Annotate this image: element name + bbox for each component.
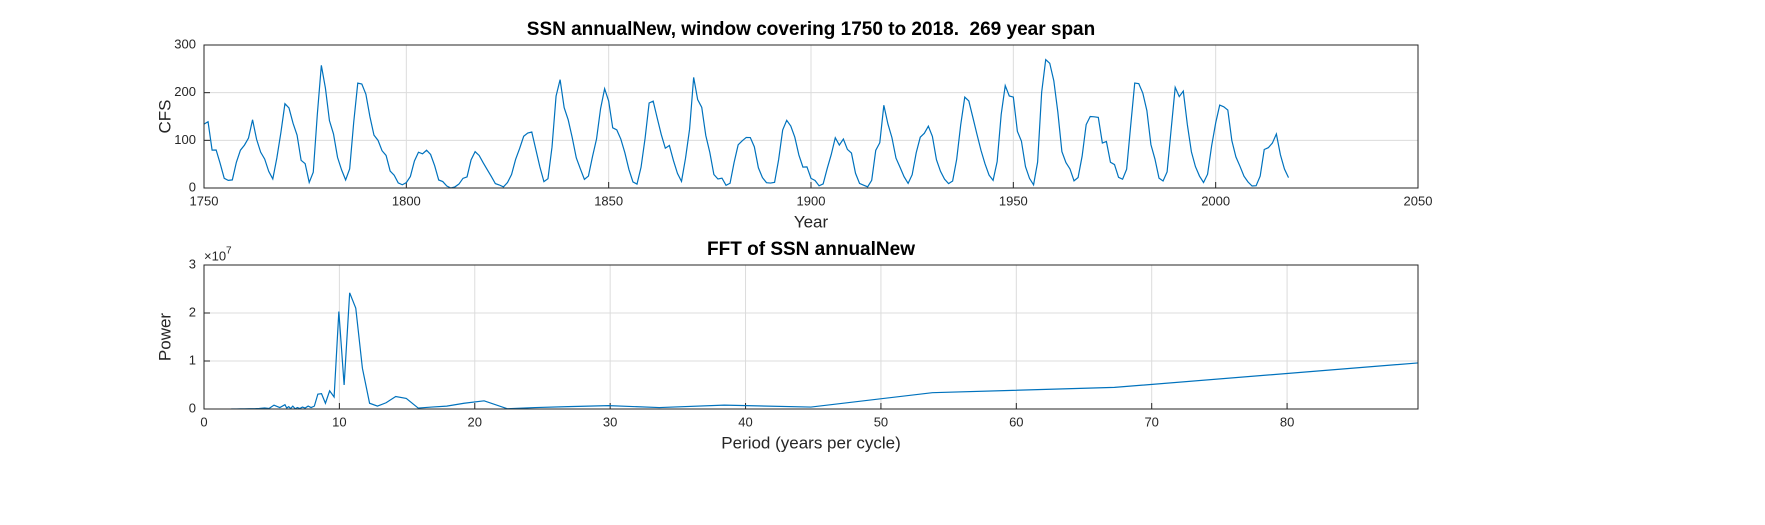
x-tick-label: 70: [1144, 414, 1158, 429]
chart-title: SSN annualNew, window covering 1750 to 2…: [527, 19, 1095, 40]
x-tick-label: 1800: [392, 193, 421, 208]
x-tick-label: 1750: [190, 193, 219, 208]
x-tick-label: 60: [1009, 414, 1023, 429]
y-tick-label: 0: [189, 400, 196, 415]
x-tick-label: 0: [200, 414, 207, 429]
y-exponent-base: ×10: [204, 248, 226, 263]
data-line: [203, 58, 1290, 189]
x-tick-label: 40: [738, 414, 752, 429]
y-tick-label: 0: [189, 179, 196, 194]
y-tick-label: 200: [174, 84, 196, 99]
x-tick-label: 10: [332, 414, 346, 429]
y-tick-label: 3: [189, 256, 196, 271]
chart-title: FFT of SSN annualNew: [707, 239, 915, 260]
x-tick-label: 80: [1280, 414, 1294, 429]
x-tick-label: 1850: [594, 193, 623, 208]
y-tick-label: 300: [174, 36, 196, 51]
x-tick-label: 50: [874, 414, 888, 429]
x-tick-label: 1900: [797, 193, 826, 208]
x-axis-label: Period (years per cycle): [721, 433, 901, 452]
x-tick-label: 1950: [999, 193, 1028, 208]
x-tick-label: 20: [468, 414, 482, 429]
y-tick-label: 100: [174, 132, 196, 147]
axes-frame: [203, 264, 1419, 410]
x-tick-label: 2000: [1201, 193, 1230, 208]
y-tick-label: 2: [189, 304, 196, 319]
y-axis-label: Power: [155, 313, 174, 362]
plot-area: [204, 265, 1418, 409]
x-tick-label: 2050: [1404, 193, 1433, 208]
y-axis-label: CFS: [155, 100, 174, 134]
x-tick-label: 30: [603, 414, 617, 429]
axes-frame: [203, 44, 1419, 189]
y-exponent: 7: [226, 246, 232, 257]
x-axis-label: Year: [794, 212, 829, 231]
y-tick-label: 1: [189, 352, 196, 367]
